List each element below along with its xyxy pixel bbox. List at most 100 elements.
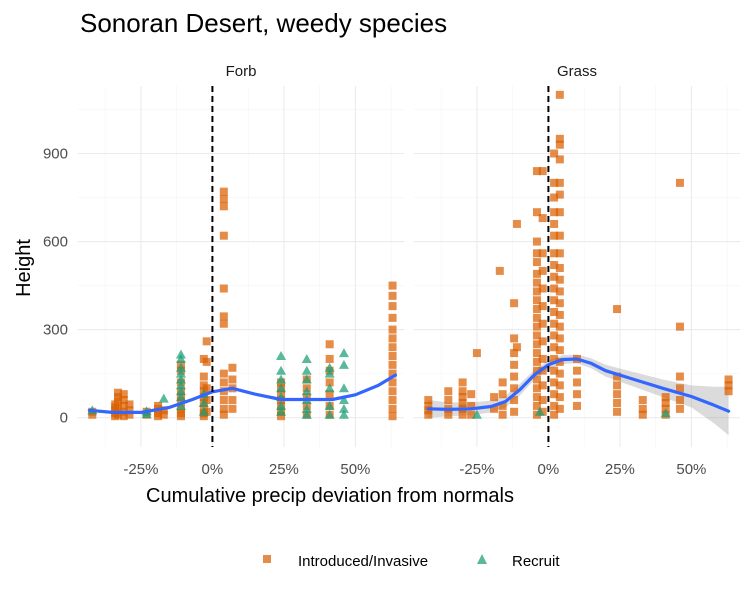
introduced-point [202, 407, 211, 416]
recruit-point [301, 386, 312, 396]
introduced-point [228, 375, 237, 384]
introduced-point [550, 208, 559, 217]
recruit-point [324, 362, 335, 372]
introduced-point [550, 261, 559, 270]
introduced-point [467, 390, 476, 399]
legend-recruit-marker [477, 554, 487, 564]
x-tick-label: 0% [538, 461, 560, 478]
introduced-point [555, 178, 564, 187]
facet-panel-forb: Forb [78, 63, 404, 447]
introduced-point [125, 406, 134, 415]
introduced-point [538, 284, 547, 293]
recruit-point [276, 400, 287, 410]
recruit-point [338, 348, 349, 358]
introduced-point [613, 398, 622, 407]
introduced-point [555, 155, 564, 164]
introduced-point [550, 219, 559, 228]
introduced-point [219, 396, 228, 405]
introduced-point [724, 381, 733, 390]
chart-title: Sonoran Desert, weedy species [80, 8, 447, 38]
x-axis-ticks: -25% 0% 25% 50% -25% 0% 25% 50% [123, 461, 706, 478]
introduced-point [555, 134, 564, 143]
introduced-point [202, 396, 211, 405]
recruit-point [276, 351, 287, 361]
introduced-point [219, 369, 228, 378]
recruit-point [175, 374, 186, 384]
introduced-point [388, 325, 397, 334]
legend-introduced-label: Introduced/Invasive [298, 553, 428, 570]
introduced-point [638, 410, 647, 419]
legend-introduced-marker [263, 555, 271, 563]
recruit-point [324, 383, 335, 393]
introduced-point [388, 360, 397, 369]
introduced-point [159, 410, 168, 419]
recruit-point [338, 359, 349, 369]
introduced-point [675, 384, 684, 393]
introduced-point [532, 269, 541, 278]
y-axis-ticks: 0 300 600 900 [43, 146, 68, 427]
introduced-point [424, 401, 433, 410]
introduced-point [555, 287, 564, 296]
introduced-point [550, 307, 559, 316]
introduced-point [532, 296, 541, 305]
introduced-point [490, 404, 499, 413]
introduced-point [202, 337, 211, 346]
recruit-point [175, 380, 186, 390]
introduced-point [555, 249, 564, 258]
introduced-point [538, 337, 547, 346]
introduced-point [228, 363, 237, 372]
introduced-point [532, 366, 541, 375]
x-tick-label: 25% [269, 461, 299, 478]
introduced-point [538, 266, 547, 275]
introduced-point [555, 334, 564, 343]
introduced-point [532, 167, 541, 176]
introduced-point [424, 396, 433, 405]
introduced-point [498, 390, 507, 399]
recruit-point [175, 392, 186, 402]
introduced-point [510, 396, 519, 405]
introduced-point [550, 401, 559, 410]
introduced-point [159, 406, 168, 415]
smooth-trend-line [87, 373, 397, 414]
introduced-point [512, 343, 521, 352]
introduced-point [388, 369, 397, 378]
facet-strip-label: Grass [557, 63, 597, 80]
x-tick-label: 50% [340, 461, 370, 478]
introduced-point [325, 354, 334, 363]
recruit-point [276, 365, 287, 375]
introduced-point [114, 404, 123, 413]
introduced-point [458, 393, 467, 402]
introduced-point [219, 404, 228, 413]
recruit-point [338, 403, 349, 413]
introduced-point [444, 410, 453, 419]
introduced-point [538, 167, 547, 176]
introduced-point [325, 390, 334, 399]
introduced-point [277, 412, 286, 421]
introduced-point [638, 396, 647, 405]
introduced-point [510, 349, 519, 358]
introduced-point [675, 404, 684, 413]
introduced-point [555, 275, 564, 284]
introduced-point [458, 387, 467, 396]
recruit-point [471, 409, 482, 419]
introduced-point [532, 393, 541, 402]
introduced-point [388, 412, 397, 421]
introduced-point [532, 258, 541, 267]
recruit-point [276, 374, 287, 384]
recruit-point [198, 406, 209, 416]
introduced-point [661, 398, 670, 407]
introduced-point [510, 360, 519, 369]
introduced-point [512, 219, 521, 228]
introduced-point [228, 396, 237, 405]
introduced-point [724, 375, 733, 384]
recruit-point [198, 397, 209, 407]
introduced-point [444, 387, 453, 396]
introduced-point [550, 272, 559, 281]
introduced-point [532, 322, 541, 331]
introduced-point [555, 208, 564, 217]
introduced-point [388, 313, 397, 322]
recruit-point [158, 393, 169, 403]
recruit-point [324, 368, 335, 378]
introduced-point [510, 334, 519, 343]
